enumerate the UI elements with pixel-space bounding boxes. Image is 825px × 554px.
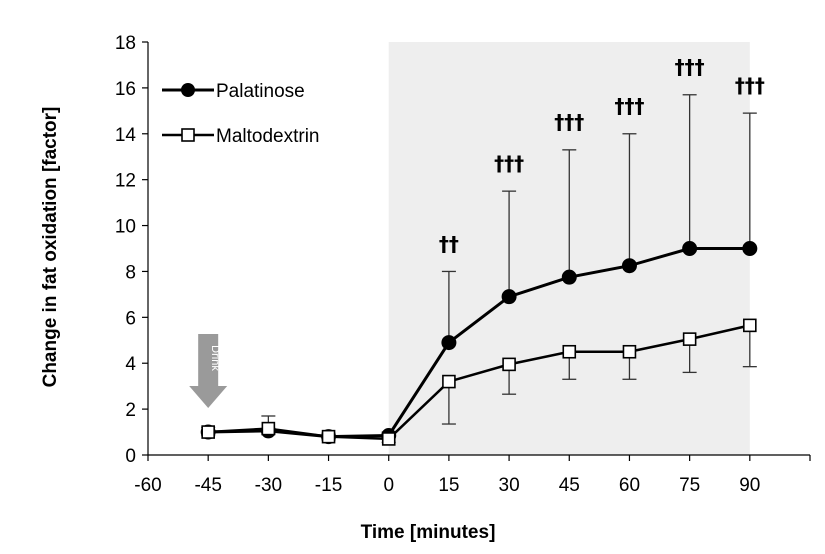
x-tick-label: 90 [739,475,760,496]
legend: Palatinose Maltodextrin [162,81,320,147]
palatinose-error-bar [682,94,697,249]
palatinose-point [441,335,457,351]
palatinose-error-bar [742,112,757,249]
drink-arrow: Drink [189,334,228,408]
y-tick-label: 6 [125,308,136,329]
maltodextrin-point [562,344,577,359]
maltodextrin-point [321,429,336,444]
axes [142,41,811,461]
x-tick-label: 30 [499,475,520,496]
x-tick-label: -45 [194,475,221,496]
palatinose-error-bar [622,133,637,266]
x-tick-label: 45 [559,475,580,496]
y-tick-label: 0 [125,446,136,467]
maltodextrin-point [682,332,697,346]
legend-item-maltodextrin: Maltodextrin [162,126,320,147]
y-tick-label: 8 [125,262,136,283]
maltodextrin-point [261,421,276,436]
annotations: ††††††††††††††††† [439,55,765,256]
legend-label: Palatinose [216,81,305,102]
legend-marker [181,128,195,142]
x-tick-label: -15 [315,475,342,496]
significance-label: ††† [554,110,584,134]
series [200,241,758,446]
y-tick-label: 4 [125,354,136,375]
drink-label: Drink [209,345,221,371]
significance-label: †† [439,232,459,256]
y-tick-label: 12 [115,171,136,192]
y-axis-title: Change in fat oxidation [factor] [40,107,61,388]
palatinose-point [561,269,577,285]
legend-label: Maltodextrin [216,126,320,147]
x-tick-label: 0 [383,475,394,496]
maltodextrin-point [442,374,456,389]
palatinose-error-bar [441,270,456,343]
legend-item-palatinose: Palatinose [162,81,305,102]
x-tick-label: -60 [134,475,161,496]
significance-label: ††† [735,73,765,97]
y-tick-label: 10 [115,217,136,238]
palatinose-point [742,241,758,256]
palatinose-point [621,258,637,274]
drink-arrow-icon [189,334,228,408]
x-axis-title: Time [minutes] [361,522,496,543]
x-tick-label: -30 [255,475,282,496]
y-tick-label: 2 [125,400,136,421]
palatinose-error-bar [562,149,577,278]
palatinose-error-bar [502,190,517,297]
x-tick-label: 60 [619,475,640,496]
legend-marker [181,83,195,97]
x-tick-label: 15 [438,475,459,496]
y-tick-label: 16 [115,79,136,100]
palatinose-line [208,247,750,439]
maltodextrin-error-bar [441,381,456,425]
palatinose-point [682,241,698,256]
x-tick-label: 75 [679,475,700,496]
maltodextrin-point [201,425,215,439]
drink-marker: Drink [189,334,228,408]
significance-label: ††† [614,94,644,118]
maltodextrin-point [502,357,516,372]
maltodextrin-error-bar [742,325,757,368]
palatinose-point [501,289,517,305]
significance-label: ††† [675,55,705,79]
maltodextrin-point [622,344,637,359]
y-tick-label: 18 [115,33,136,54]
tick-labels: 0 2 4 6 8 10 12 14 16 18 -60 -45 -30 -15 0 15 30 45 60 75 90 [115,33,761,496]
y-tick-label: 14 [115,125,137,146]
maltodextrin-point [381,432,396,446]
maltodextrin-point [743,318,757,333]
significance-label: ††† [494,151,524,175]
